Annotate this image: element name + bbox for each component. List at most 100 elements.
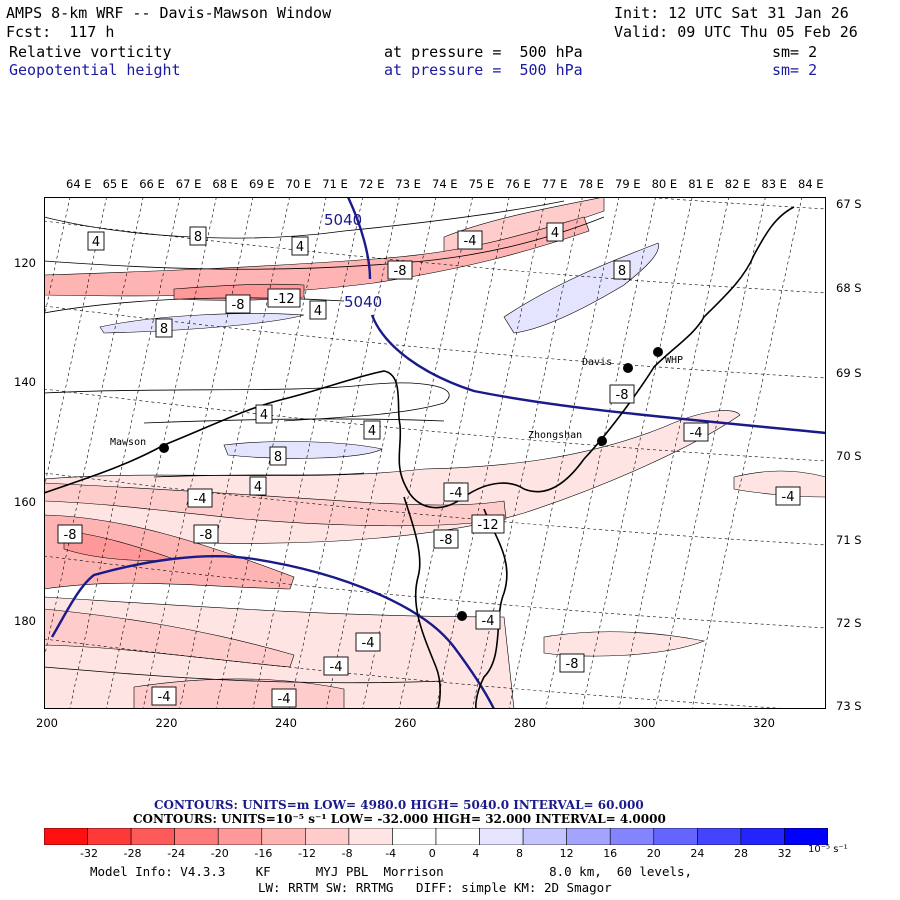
colorbar-swatch — [392, 827, 437, 846]
meridian-line — [691, 197, 803, 709]
vorticity-label-text: 4 — [551, 226, 559, 241]
latitude-label: 69 S — [836, 366, 862, 380]
vorticity-label-box — [433, 529, 459, 549]
vorticity-label: 4 — [363, 420, 381, 440]
station-marker-mawson — [159, 443, 169, 453]
shade-pos8-east — [503, 242, 659, 334]
vorticity-label: 8 — [269, 446, 287, 466]
vorticity-label: -4 — [443, 482, 469, 502]
longitude-label: 77 E — [541, 177, 568, 191]
longitude-label: 73 E — [395, 177, 421, 191]
model-info-line1: Model Info: V4.3.3 KF MYJ PBL Morrison 8… — [90, 864, 693, 879]
colorbar-swatch — [522, 827, 567, 846]
vorticity-label-text: -4 — [330, 660, 343, 675]
colorbar-swatch — [305, 827, 350, 846]
vorticity-label: 4 — [546, 222, 564, 242]
vorticity-label-text: -8 — [64, 528, 77, 543]
vorticity-label: -4 — [151, 686, 177, 706]
vorticity-label-box — [323, 656, 349, 676]
grid-y-label: 140 — [14, 375, 36, 389]
height-contour-5040-main — [370, 314, 826, 435]
map-panel: 484-44-88-8-124844844-4-4-8-8-12-8-4-4-4… — [44, 197, 826, 709]
height-label-5040: 5040 — [324, 211, 362, 229]
vorticity-label: 4 — [255, 404, 273, 424]
vorticity-label-text: 4 — [260, 408, 268, 423]
shade-neg4-east — [733, 470, 826, 498]
vorticity-label-text: -4 — [482, 614, 495, 629]
vorticity-label: -12 — [267, 288, 301, 308]
colorbar-swatch — [174, 827, 219, 846]
station-marker-davis — [623, 363, 633, 373]
vorticity-label: -12 — [471, 514, 505, 534]
colorbar-swatch — [697, 827, 742, 846]
height-contours — [50, 197, 826, 709]
lat-lon-grid — [44, 197, 826, 709]
colorbar-tick-label: 16 — [603, 847, 618, 860]
vorticity-label-text: -4 — [690, 426, 703, 441]
vorticity-label-box — [683, 422, 709, 442]
vorticity-label-box — [546, 222, 564, 242]
vorticity-label-box — [269, 446, 287, 466]
vorticity-label: -4 — [475, 610, 501, 630]
colorbar-swatch — [261, 827, 306, 846]
station-marker — [457, 611, 467, 621]
colorbar-tick-label: -8 — [341, 847, 353, 860]
longitude-label: 70 E — [285, 177, 312, 191]
vorticity-label: -8 — [225, 294, 251, 314]
height-contour-labels: 5040 5040 — [324, 211, 382, 311]
vorticity-label-text: -8 — [200, 528, 213, 543]
colorbar-unit: 10⁻⁵ s⁻¹ — [808, 844, 848, 855]
coastline-inner — [403, 496, 441, 709]
vorticity-label-text: -4 — [782, 490, 795, 505]
vorticity-label-text: 8 — [274, 450, 282, 465]
longitude-label: 69 E — [249, 177, 275, 191]
vorticity-label: -8 — [559, 653, 585, 673]
contour-line — [44, 200, 565, 239]
vorticity-label: 8 — [189, 226, 207, 246]
longitude-label: 74 E — [432, 177, 458, 191]
vorticity-label: 4 — [309, 300, 327, 320]
meridian-line — [472, 197, 583, 709]
vorticity-label-box — [189, 226, 207, 246]
height-label-5040: 5040 — [344, 293, 382, 311]
parallel-line — [639, 197, 826, 210]
vorticity-label-box — [87, 231, 105, 251]
vorticity-label-text: 4 — [368, 424, 376, 439]
vorticity-label-text: 8 — [618, 264, 626, 279]
init-time: Init: 12 UTC Sat 31 Jan 26 — [614, 4, 849, 22]
station-label-davis: Davis — [582, 357, 612, 368]
colorbar-swatch — [740, 827, 785, 846]
vorticity-label-box — [249, 476, 267, 496]
colorbar-tick-label: -4 — [385, 847, 397, 860]
longitude-label: 71 E — [322, 177, 348, 191]
longitude-label: 65 E — [102, 177, 129, 191]
colorbar-tick-label: 32 — [777, 847, 792, 860]
grid-y-label: 120 — [14, 256, 36, 270]
grid-y-label: 160 — [14, 495, 36, 509]
station-marker-whp — [653, 347, 663, 357]
colorbar-tick-label: 4 — [472, 847, 480, 860]
shade-neg8-mid — [44, 482, 507, 527]
field2-level: at pressure = 500 hPa — [384, 61, 583, 79]
vorticity-label-text: 4 — [314, 304, 322, 319]
vorticity-label-text: -8 — [440, 533, 453, 548]
latitude-label: 72 S — [836, 616, 862, 630]
longitude-label: 68 E — [212, 177, 238, 191]
vorticity-label-box — [457, 230, 483, 250]
vorticity-label-box — [559, 653, 585, 673]
station-marker-zhongshan — [597, 436, 607, 446]
vorticity-label: 4 — [291, 236, 309, 256]
parallel-line — [44, 555, 826, 629]
station-label-whp: WHP — [665, 355, 683, 366]
vorticity-label: -8 — [193, 524, 219, 544]
vorticity-label-box — [267, 288, 301, 308]
parallel-line — [44, 472, 826, 546]
stations: Mawson Davis WHP Zhongshan — [110, 347, 683, 621]
vorticity-label: -4 — [187, 488, 213, 508]
latitude-label: 71 S — [836, 533, 862, 547]
vorticity-label: -8 — [387, 260, 413, 280]
vorticity-label: -8 — [609, 384, 635, 404]
vorticity-label-box — [309, 300, 327, 320]
parallel-line — [44, 305, 826, 379]
shade-neg4-se — [543, 631, 706, 657]
